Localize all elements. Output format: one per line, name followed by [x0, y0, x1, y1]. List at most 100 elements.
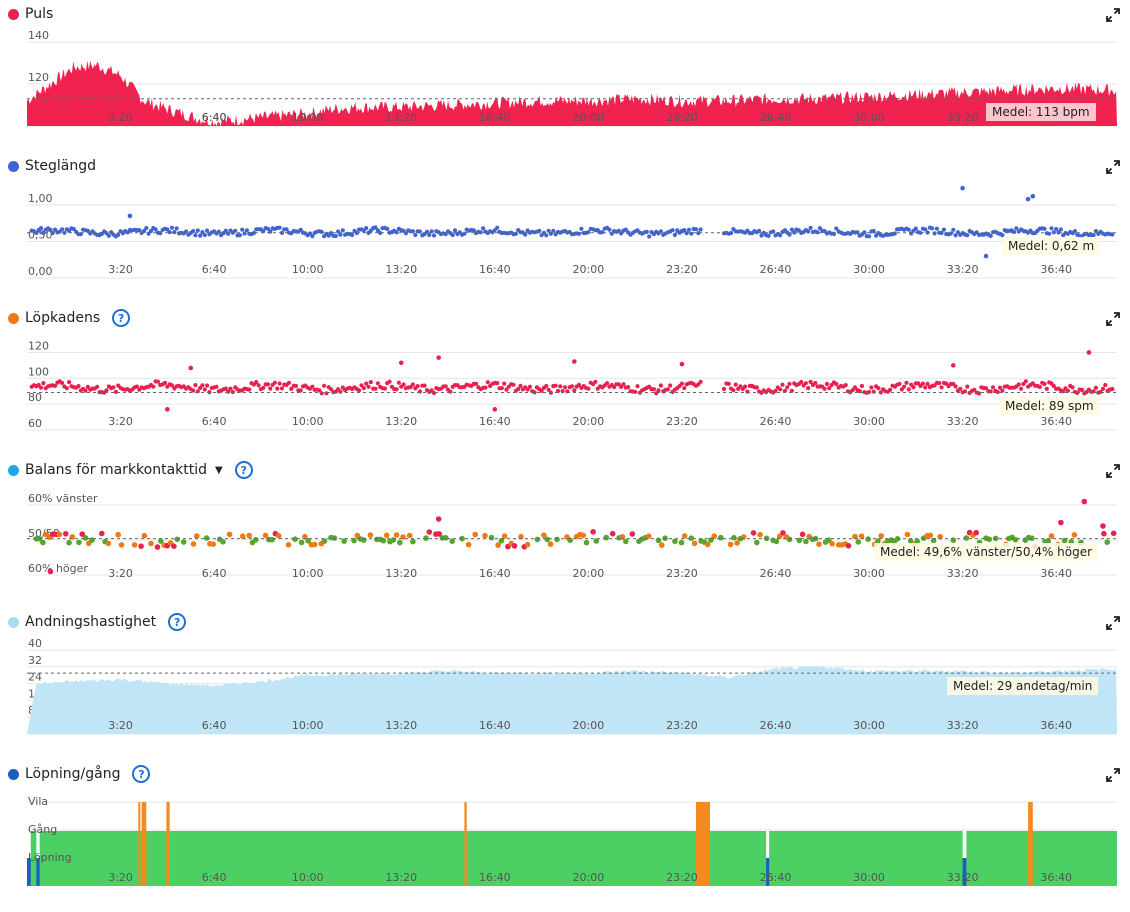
data-point [329, 387, 334, 392]
data-point [268, 386, 273, 391]
panel-title-label: Balans för markkontakttid [25, 462, 208, 478]
help-icon[interactable]: ? [168, 613, 187, 631]
legend-dot-icon [8, 616, 19, 628]
data-point [803, 381, 809, 386]
chevron-down-icon[interactable]: ▼ [215, 464, 223, 476]
legend-dot-icon [8, 312, 19, 324]
x-tick-label: 13:20 [385, 263, 417, 276]
data-point [953, 384, 958, 389]
data-point [518, 383, 523, 388]
expand-icon[interactable] [1106, 8, 1120, 22]
data-point [502, 381, 507, 386]
data-point [824, 381, 830, 387]
data-point [180, 539, 187, 545]
data-point [41, 381, 46, 386]
panel-steglangd: Steglängd [0, 152, 1130, 304]
x-tick-label: 10:00 [292, 263, 324, 276]
data-point [436, 531, 442, 537]
data-point [757, 531, 763, 538]
data-point [1000, 388, 1005, 393]
data-point [115, 531, 121, 538]
data-point [799, 531, 806, 538]
data-point [449, 538, 456, 544]
panel-title-label: Löpning/gång [25, 766, 121, 782]
data-point [76, 384, 81, 389]
data-point [106, 233, 111, 238]
data-point [539, 388, 544, 393]
x-tick-label: 36:40 [1040, 415, 1072, 428]
expand-icon[interactable] [1106, 464, 1120, 478]
data-point [385, 226, 390, 231]
data-point [472, 531, 479, 538]
mean-label: Medel: 29 andetag/min [947, 677, 1099, 696]
data-point [711, 533, 717, 539]
data-point [105, 540, 112, 547]
panel-title: Puls [8, 4, 53, 24]
rest-bar [695, 802, 711, 886]
y-tick-label: 80 [28, 391, 42, 404]
data-point [40, 539, 46, 546]
data-point [285, 542, 292, 548]
rest-bar [166, 802, 170, 886]
data-point [406, 532, 413, 539]
balance-series [33, 498, 1117, 575]
data-point [858, 533, 865, 539]
data-point [829, 540, 835, 547]
data-point [71, 226, 76, 232]
expand-icon[interactable] [1106, 768, 1120, 782]
data-point [223, 228, 228, 233]
expand-icon[interactable] [1106, 312, 1120, 326]
data-point [1044, 386, 1049, 391]
data-point [681, 533, 688, 539]
x-tick-label: 3:20 [108, 263, 133, 276]
data-point [1037, 384, 1042, 389]
data-point [223, 386, 228, 391]
data-point [495, 225, 500, 230]
data-point [361, 386, 366, 391]
data-point [1012, 229, 1017, 235]
x-tick-label: 36:40 [1040, 567, 1072, 580]
help-icon[interactable]: ? [234, 461, 253, 479]
data-point [378, 230, 383, 236]
data-point [867, 234, 872, 239]
panel-title[interactable]: Balans för markkontakttid ▼? [8, 460, 253, 480]
data-point [862, 230, 867, 235]
data-point [134, 384, 139, 389]
help-icon[interactable]: ? [132, 765, 151, 783]
data-point [275, 533, 282, 539]
x-tick-label: 16:40 [479, 567, 511, 580]
data-point [904, 531, 911, 538]
y-tick-label: 140 [28, 29, 49, 42]
x-tick-label: 20:00 [573, 871, 605, 884]
data-point [986, 536, 993, 543]
data-point [38, 226, 44, 231]
data-point [351, 537, 357, 544]
legend-dot-icon [8, 160, 19, 172]
help-icon[interactable]: ? [112, 309, 131, 327]
data-point [682, 386, 687, 391]
data-point [340, 228, 345, 233]
data-point [693, 227, 699, 232]
data-point [1049, 226, 1054, 231]
expand-icon[interactable] [1106, 160, 1120, 174]
data-point [277, 381, 282, 386]
data-point [396, 380, 401, 385]
data-point [878, 533, 884, 539]
data-point [277, 225, 282, 230]
data-point [195, 228, 200, 233]
data-point [544, 233, 549, 238]
data-point [855, 539, 862, 545]
data-point [593, 379, 598, 384]
data-point [948, 231, 954, 236]
data-point [558, 384, 563, 389]
walking-bar [27, 831, 1117, 886]
data-point [731, 388, 736, 393]
data-point [572, 359, 577, 364]
legend-dot-icon [8, 768, 19, 780]
data-point [1072, 229, 1077, 234]
data-point [603, 534, 609, 541]
data-point [995, 389, 1000, 395]
data-point [902, 384, 907, 389]
expand-icon[interactable] [1106, 616, 1120, 630]
data-point [230, 389, 235, 395]
